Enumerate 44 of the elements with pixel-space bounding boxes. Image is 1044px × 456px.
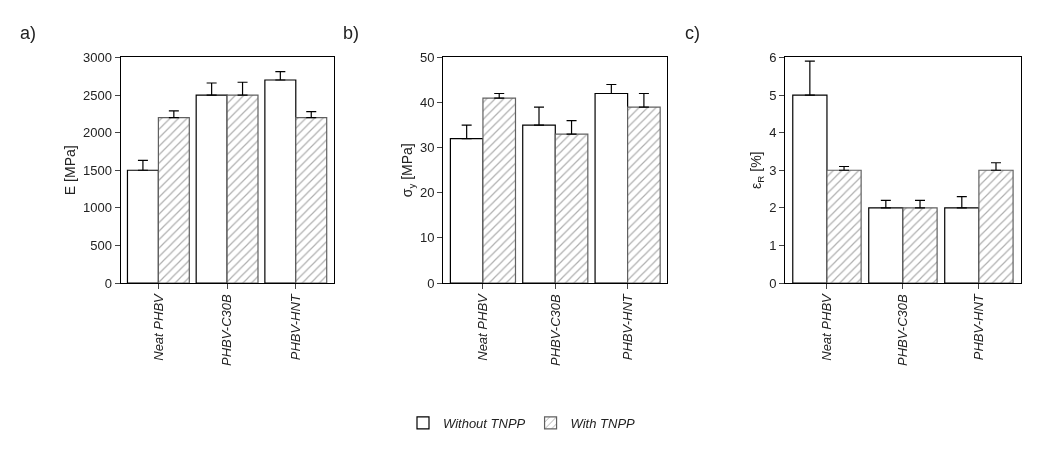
y-tick-label: 2500	[83, 87, 112, 103]
y-tick-label: 10	[420, 230, 435, 246]
bar	[482, 97, 517, 284]
y-tick-label: 2000	[83, 125, 112, 141]
x-tick-label: PHBV-HNT	[288, 293, 304, 361]
chart-title: c)	[685, 23, 700, 43]
bar	[554, 133, 589, 284]
x-tick-label: PHBV-C30B	[219, 293, 235, 367]
y-tick-label: 50	[420, 49, 435, 65]
y-tick-label: 4	[769, 125, 777, 141]
x-tick-label: Neat PHBV	[819, 292, 835, 361]
x-tick-label: PHBV-C30B	[895, 293, 911, 367]
y-tick-label: 5	[769, 87, 777, 103]
y-tick-label: 1500	[83, 162, 112, 178]
bar	[978, 169, 1014, 284]
y-tick-label: 30	[420, 140, 435, 156]
y-tick-label: 3000	[83, 49, 112, 65]
x-tick-label: PHBV-HNT	[619, 293, 635, 361]
bar	[226, 94, 259, 284]
y-tick-label: 6	[769, 49, 777, 65]
x-tick-label: PHBV-HNT	[971, 293, 987, 361]
legend-label: Without TNPP	[443, 416, 526, 432]
y-tick-label: 2	[769, 200, 777, 216]
y-tick-label: 0	[104, 275, 112, 291]
bar	[295, 116, 328, 284]
y-axis-title: E [MPa]	[61, 145, 78, 196]
y-tick-label: 1000	[83, 200, 112, 216]
x-tick-label: PHBV-C30B	[547, 293, 563, 367]
y-tick-label: 20	[420, 185, 435, 201]
y-tick-label: 500	[90, 238, 112, 254]
y-tick-label: 0	[427, 275, 435, 291]
y-tick-label: 40	[420, 95, 435, 111]
bar	[627, 106, 661, 284]
x-tick-label: Neat PHBV	[150, 292, 166, 361]
x-tick-label: Neat PHBV	[475, 292, 491, 361]
chart-title: b)	[343, 23, 360, 43]
y-tick-label: 1	[769, 238, 777, 254]
y-tick-label: 3	[769, 162, 777, 178]
chart-title: a)	[20, 23, 37, 43]
bar	[826, 169, 862, 284]
bar	[902, 207, 938, 284]
bar	[157, 116, 190, 284]
text: With TNPP	[570, 416, 636, 432]
y-tick-label: 0	[769, 275, 777, 291]
